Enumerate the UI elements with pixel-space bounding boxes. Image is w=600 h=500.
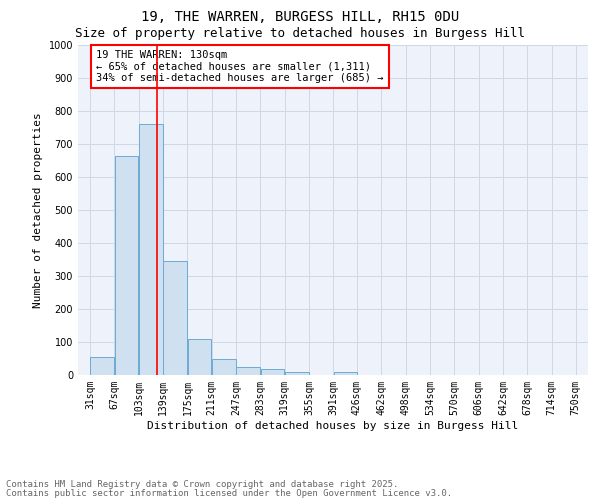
Bar [139, 124, 163, 375]
Y-axis label: Number of detached properties: Number of detached properties [33, 112, 43, 308]
Text: 19 THE WARREN: 130sqm
← 65% of detached houses are smaller (1,311)
34% of semi-d: 19 THE WARREN: 130sqm ← 65% of detached … [96, 50, 384, 83]
Text: Size of property relative to detached houses in Burgess Hill: Size of property relative to detached ho… [75, 28, 525, 40]
Bar [261, 369, 284, 375]
Bar [91, 357, 114, 375]
Bar [163, 261, 187, 375]
Bar [285, 372, 308, 375]
Bar [212, 358, 236, 375]
X-axis label: Distribution of detached houses by size in Burgess Hill: Distribution of detached houses by size … [148, 420, 518, 430]
Text: Contains HM Land Registry data © Crown copyright and database right 2025.: Contains HM Land Registry data © Crown c… [6, 480, 398, 489]
Bar [115, 156, 139, 375]
Bar [334, 372, 358, 375]
Text: Contains public sector information licensed under the Open Government Licence v3: Contains public sector information licen… [6, 490, 452, 498]
Bar [188, 338, 211, 375]
Text: 19, THE WARREN, BURGESS HILL, RH15 0DU: 19, THE WARREN, BURGESS HILL, RH15 0DU [141, 10, 459, 24]
Bar [236, 367, 260, 375]
